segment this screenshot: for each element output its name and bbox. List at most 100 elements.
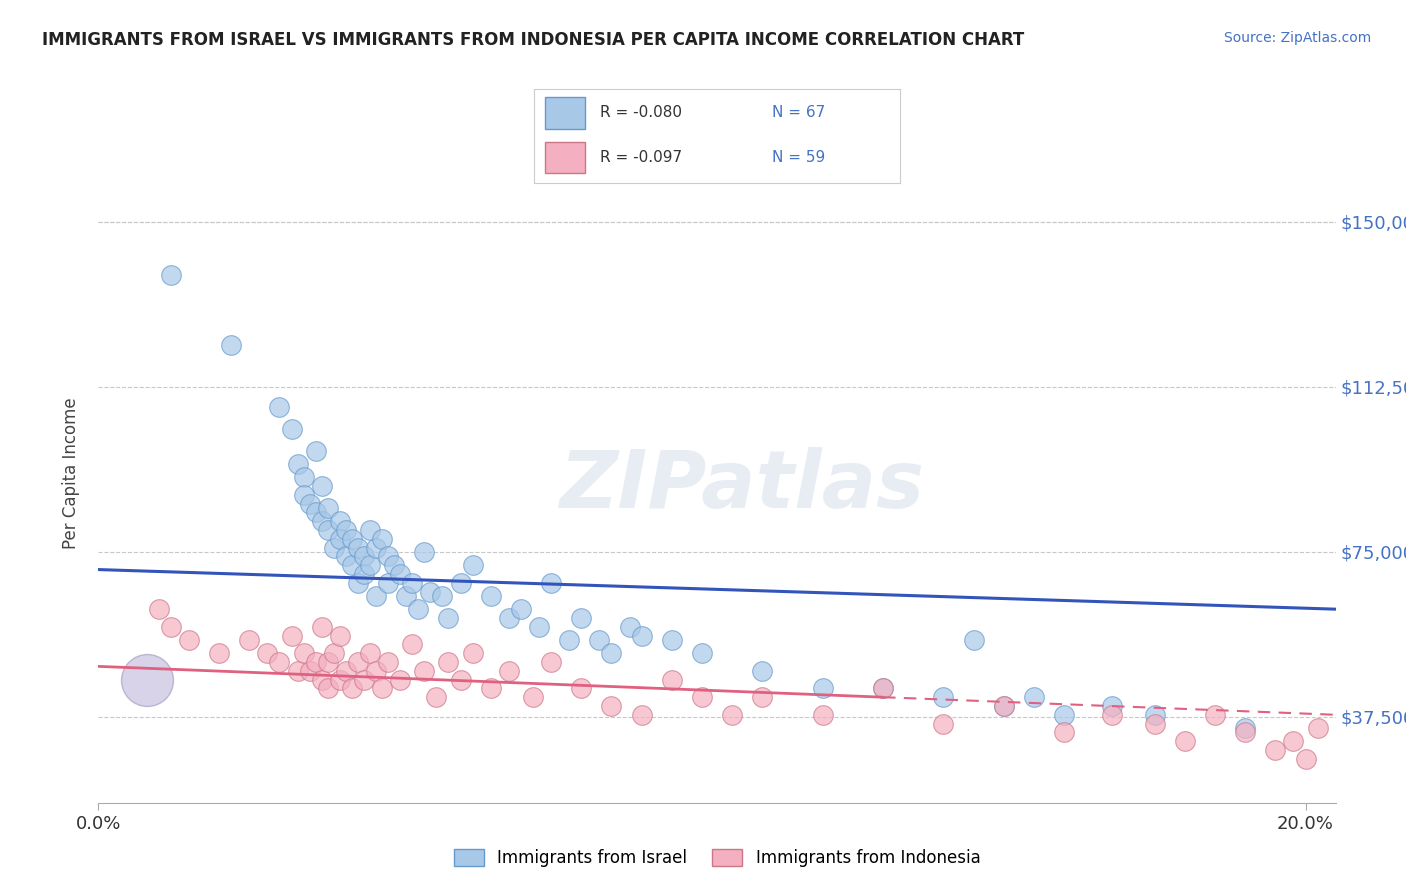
- Point: [401, 637, 423, 651]
- Point: [527, 620, 550, 634]
- Point: [1264, 743, 1286, 757]
- Point: [1101, 707, 1123, 722]
- Point: [432, 589, 454, 603]
- Point: [287, 664, 309, 678]
- Point: [377, 655, 399, 669]
- Point: [1234, 721, 1257, 735]
- Point: [395, 589, 418, 603]
- Point: [993, 698, 1015, 713]
- Text: IMMIGRANTS FROM ISRAEL VS IMMIGRANTS FROM INDONESIA PER CAPITA INCOME CORRELATIO: IMMIGRANTS FROM ISRAEL VS IMMIGRANTS FRO…: [42, 31, 1025, 49]
- Point: [932, 716, 955, 731]
- Point: [619, 620, 641, 634]
- Point: [269, 400, 291, 414]
- Point: [872, 681, 894, 696]
- Point: [588, 632, 610, 647]
- Point: [1204, 707, 1226, 722]
- Text: R = -0.080: R = -0.080: [600, 105, 682, 120]
- Point: [329, 629, 352, 643]
- Point: [1143, 707, 1166, 722]
- Point: [311, 673, 333, 687]
- Point: [335, 549, 357, 564]
- Point: [177, 632, 200, 647]
- Point: [238, 632, 260, 647]
- Point: [690, 646, 713, 660]
- Point: [1282, 734, 1305, 748]
- Point: [1101, 698, 1123, 713]
- Point: [1022, 690, 1045, 705]
- Point: [450, 673, 472, 687]
- Point: [509, 602, 531, 616]
- Point: [148, 602, 170, 616]
- Point: [437, 655, 460, 669]
- Point: [347, 541, 370, 555]
- Point: [292, 470, 315, 484]
- Point: [280, 629, 302, 643]
- Point: [298, 664, 321, 678]
- Point: [569, 681, 592, 696]
- Point: [208, 646, 231, 660]
- Point: [305, 505, 328, 519]
- Point: [269, 655, 291, 669]
- Point: [340, 681, 363, 696]
- Text: Source: ZipAtlas.com: Source: ZipAtlas.com: [1223, 31, 1371, 45]
- Point: [1295, 752, 1317, 766]
- Text: N = 59: N = 59: [772, 150, 825, 165]
- Point: [1143, 716, 1166, 731]
- Point: [498, 611, 520, 625]
- Point: [305, 443, 328, 458]
- Point: [305, 655, 328, 669]
- Point: [413, 545, 436, 559]
- Point: [461, 558, 484, 573]
- Point: [1174, 734, 1197, 748]
- Point: [335, 664, 357, 678]
- Point: [479, 681, 502, 696]
- Point: [359, 523, 381, 537]
- Point: [311, 479, 333, 493]
- Point: [690, 690, 713, 705]
- Point: [298, 497, 321, 511]
- Text: N = 67: N = 67: [772, 105, 825, 120]
- Point: [160, 620, 183, 634]
- Point: [540, 575, 562, 590]
- Point: [413, 664, 436, 678]
- Point: [316, 500, 339, 515]
- Point: [280, 422, 302, 436]
- Point: [353, 549, 375, 564]
- Point: [311, 620, 333, 634]
- Y-axis label: Per Capita Income: Per Capita Income: [62, 397, 80, 549]
- Point: [479, 589, 502, 603]
- Point: [811, 707, 834, 722]
- Point: [522, 690, 544, 705]
- Point: [219, 338, 242, 352]
- Point: [292, 488, 315, 502]
- Point: [335, 523, 357, 537]
- Point: [932, 690, 955, 705]
- Point: [661, 632, 683, 647]
- Point: [353, 566, 375, 581]
- Point: [389, 673, 412, 687]
- Point: [600, 698, 623, 713]
- Point: [316, 681, 339, 696]
- Point: [353, 673, 375, 687]
- Point: [540, 655, 562, 669]
- Point: [962, 632, 984, 647]
- Point: [1053, 707, 1076, 722]
- Point: [347, 655, 370, 669]
- Point: [811, 681, 834, 696]
- Point: [377, 575, 399, 590]
- Point: [322, 541, 344, 555]
- Point: [256, 646, 278, 660]
- Point: [316, 523, 339, 537]
- Point: [661, 673, 683, 687]
- Point: [340, 558, 363, 573]
- Point: [558, 632, 581, 647]
- Point: [751, 690, 773, 705]
- Point: [751, 664, 773, 678]
- FancyBboxPatch shape: [546, 142, 585, 173]
- Point: [359, 558, 381, 573]
- Text: R = -0.097: R = -0.097: [600, 150, 682, 165]
- Point: [721, 707, 744, 722]
- Point: [569, 611, 592, 625]
- Point: [872, 681, 894, 696]
- Point: [389, 566, 412, 581]
